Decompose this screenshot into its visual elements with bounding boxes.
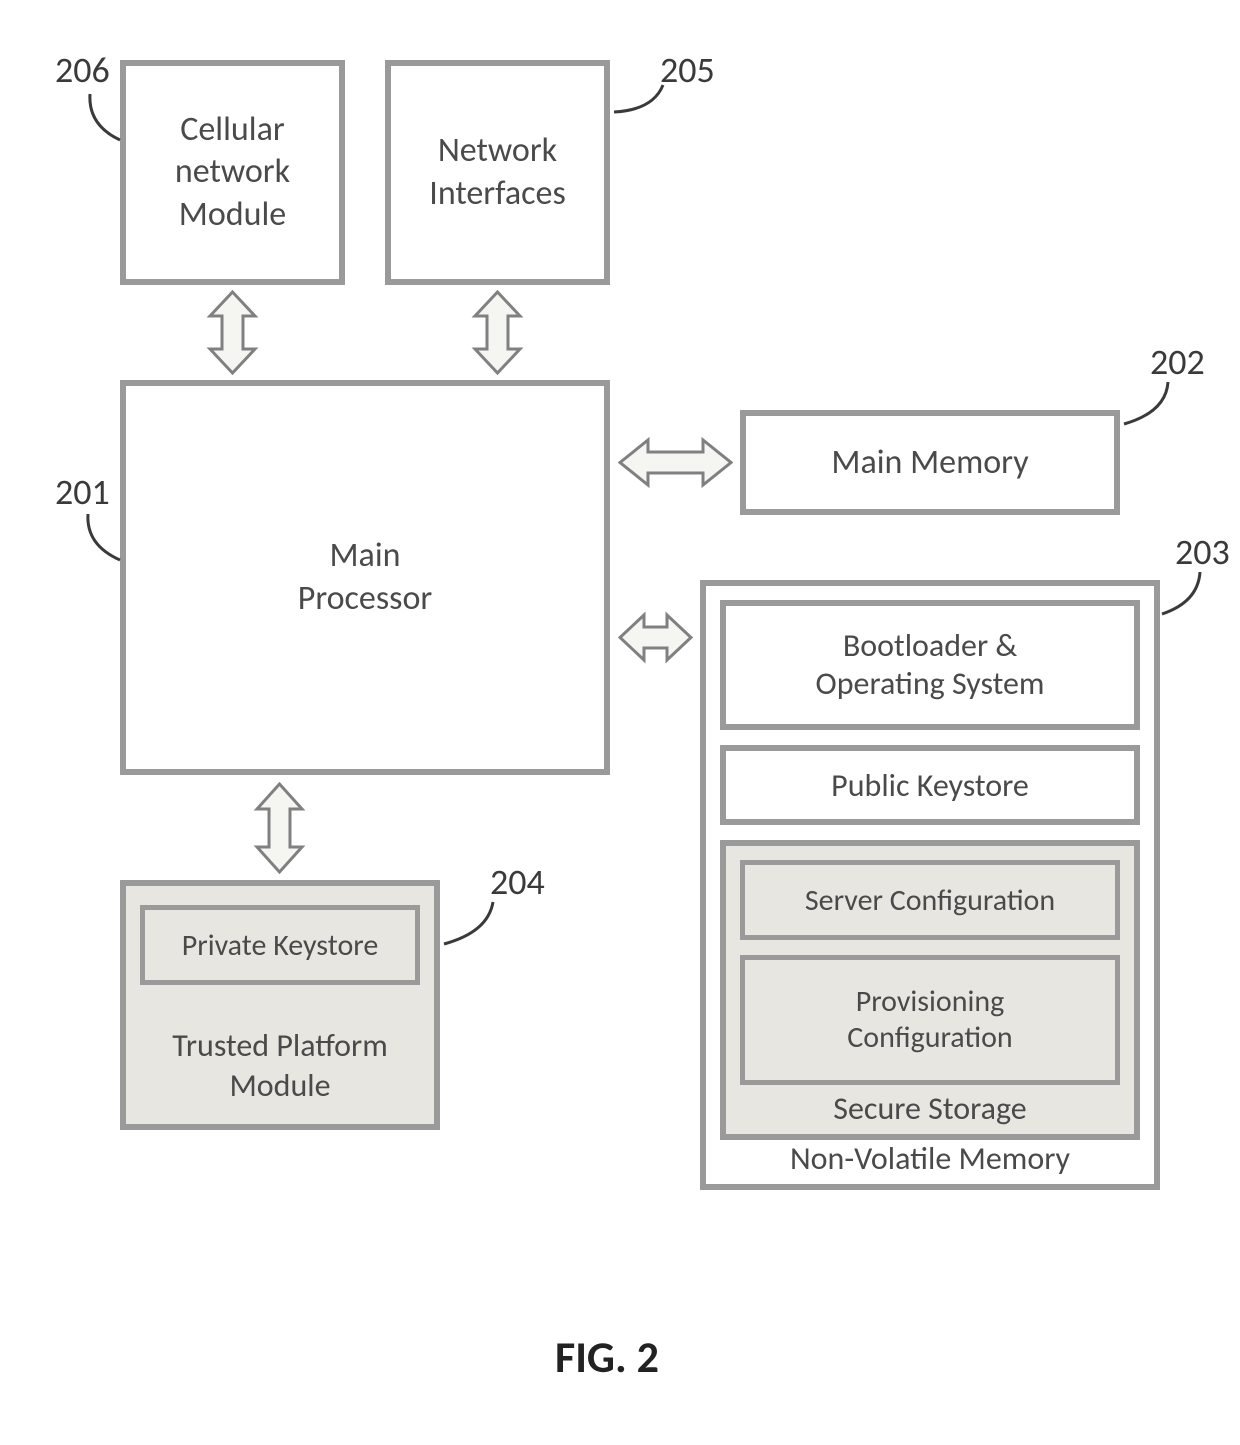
box-mainmem: Main Memory (740, 410, 1120, 515)
arrow-netif-mainproc (470, 290, 525, 375)
label-netif: Network Interfaces (429, 130, 566, 215)
leader-201 (78, 510, 128, 570)
label-mainmem: Main Memory (831, 442, 1028, 483)
box-pubks: Public Keystore (720, 745, 1140, 825)
label-nvmem: Non-Volatile Memory (706, 1139, 1154, 1178)
leader-202 (1118, 378, 1173, 433)
label-privks: Private Keystore (182, 927, 379, 964)
box-cellular: Cellular network Module (120, 60, 345, 285)
arrow-mainproc-nvmem (618, 610, 693, 665)
label-tpm: Trusted Platform Module (126, 1026, 434, 1106)
box-privks: Private Keystore (140, 905, 420, 985)
leader-206 (80, 90, 130, 150)
arrow-cellular-mainproc (205, 290, 260, 375)
ref-201: 201 (55, 470, 110, 514)
leader-204 (438, 898, 498, 953)
leader-205 (608, 60, 668, 120)
box-srvcfg: Server Configuration (740, 860, 1120, 940)
box-mainproc: Main Processor (120, 380, 610, 775)
ref-204: 204 (490, 860, 545, 904)
figure-label: FIG. 2 (555, 1330, 659, 1384)
label-mainproc: Main Processor (298, 535, 432, 620)
arrow-mainproc-tpm (252, 782, 307, 874)
label-bootos: Bootloader & Operating System (816, 627, 1045, 704)
box-provcfg: Provisioning Configuration (740, 955, 1120, 1085)
ref-205: 205 (660, 48, 715, 92)
arrow-mainproc-mainmem (618, 435, 733, 490)
ref-206: 206 (55, 48, 110, 92)
label-provcfg: Provisioning Configuration (847, 984, 1012, 1056)
box-bootos: Bootloader & Operating System (720, 600, 1140, 730)
label-cellular: Cellular network Module (175, 109, 290, 237)
box-netif: Network Interfaces (385, 60, 610, 285)
diagram-root: Cellular network Module Network Interfac… (0, 0, 1240, 1445)
leader-203 (1156, 568, 1206, 623)
label-pubks: Public Keystore (831, 766, 1029, 805)
label-srvcfg: Server Configuration (805, 882, 1055, 919)
label-secstore: Secure Storage (726, 1089, 1134, 1128)
